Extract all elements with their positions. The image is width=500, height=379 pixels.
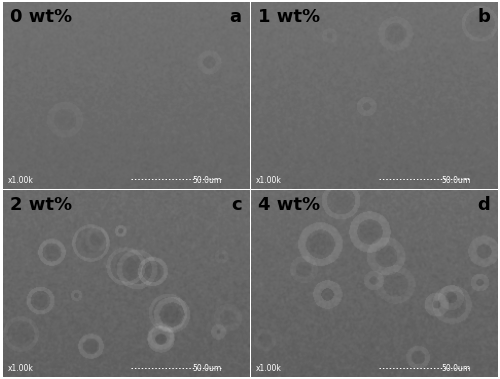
- Text: 1 wt%: 1 wt%: [258, 8, 320, 25]
- Text: 50.0um: 50.0um: [441, 176, 470, 185]
- Text: 50.0um: 50.0um: [192, 364, 222, 373]
- Text: b: b: [477, 8, 490, 25]
- Text: 50.0um: 50.0um: [441, 364, 470, 373]
- Text: x1.00k: x1.00k: [256, 364, 282, 373]
- Text: 50.0um: 50.0um: [192, 176, 222, 185]
- Text: c: c: [231, 196, 241, 214]
- Text: a: a: [230, 8, 241, 25]
- Text: x1.00k: x1.00k: [8, 364, 34, 373]
- Text: 2 wt%: 2 wt%: [10, 196, 72, 214]
- Text: x1.00k: x1.00k: [8, 176, 34, 185]
- Text: d: d: [478, 196, 490, 214]
- Text: 0 wt%: 0 wt%: [10, 8, 72, 25]
- Text: 4 wt%: 4 wt%: [258, 196, 320, 214]
- Text: x1.00k: x1.00k: [256, 176, 282, 185]
